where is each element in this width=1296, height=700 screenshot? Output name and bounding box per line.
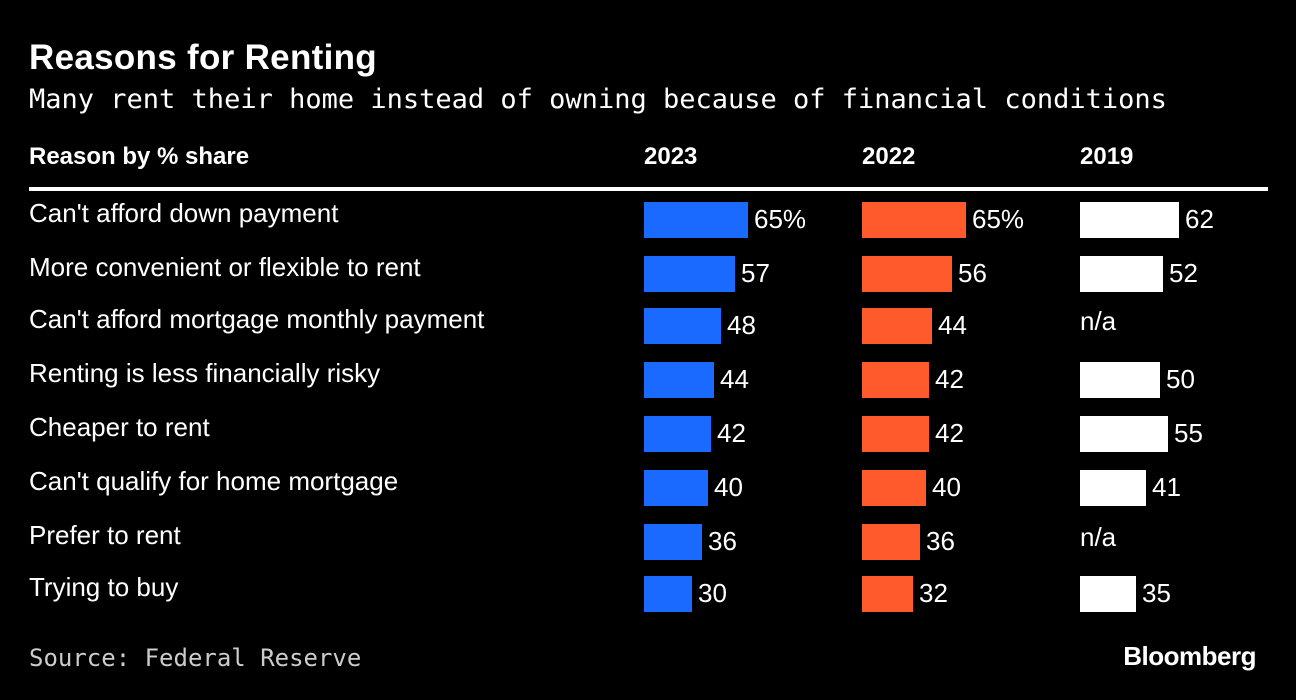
value-label-2023: 30: [698, 578, 727, 608]
bar-2019: [1080, 416, 1168, 452]
value-label-2019: 35: [1142, 578, 1171, 608]
value-label-2019: 50: [1166, 364, 1195, 394]
value-label-2022: 65%: [972, 204, 1025, 234]
bar-2023: [644, 470, 708, 506]
bar-2022: [862, 362, 929, 398]
bar-2022: [862, 256, 952, 292]
chart-title: Reasons for Renting: [29, 38, 377, 77]
bar-2019: [1080, 470, 1146, 506]
bar-2023: [644, 576, 692, 612]
bar-2019: [1080, 256, 1163, 292]
value-label-2022: 42: [935, 364, 964, 394]
bar-2023: [644, 362, 714, 398]
row-label: Cheaper to rent: [29, 412, 210, 442]
value-label-2019: n/a: [1080, 522, 1117, 552]
bar-2023: [644, 308, 721, 344]
bar-2019: [1080, 576, 1136, 612]
column-header-reason: Reason by % share: [29, 143, 250, 170]
row-label: Can't qualify for home mortgage: [29, 466, 399, 496]
column-header-2019: 2019: [1080, 143, 1134, 170]
bar-2022: [862, 308, 932, 344]
value-label-2023: 36: [708, 526, 737, 556]
row-label: Can't afford down payment: [29, 198, 339, 228]
value-label-2022: 42: [935, 418, 964, 448]
value-label-2022: 40: [932, 472, 961, 502]
row-label: Prefer to rent: [29, 520, 181, 550]
value-label-2022: 56: [958, 258, 987, 288]
value-label-2023: 57: [741, 258, 770, 288]
source-note: Source: Federal Reserve: [29, 644, 362, 672]
value-label-2019: 52: [1169, 258, 1198, 288]
row-label: More convenient or flexible to rent: [29, 252, 421, 282]
value-label-2023: 48: [727, 310, 756, 340]
value-label-2023: 65%: [754, 204, 807, 234]
bloomberg-logo: Bloomberg: [1123, 641, 1256, 671]
column-header-2023: 2023: [644, 143, 698, 170]
value-label-2019: n/a: [1080, 306, 1117, 336]
bar-2022: [862, 524, 920, 560]
bar-2023: [644, 524, 702, 560]
value-label-2019: 41: [1152, 472, 1181, 502]
bar-2023: [644, 416, 711, 452]
bar-2019: [1080, 202, 1179, 238]
column-header-2022: 2022: [862, 143, 916, 170]
row-label: Renting is less financially risky: [29, 358, 381, 388]
value-label-2019: 55: [1174, 418, 1203, 448]
bar-2023: [644, 202, 748, 238]
value-label-2023: 44: [720, 364, 749, 394]
bar-2023: [644, 256, 735, 292]
row-label: Trying to buy: [29, 572, 179, 602]
value-label-2019: 62: [1185, 204, 1214, 234]
value-label-2022: 32: [919, 578, 948, 608]
chart-subtitle: Many rent their home instead of owning b…: [29, 84, 1167, 115]
value-label-2023: 42: [717, 418, 746, 448]
value-label-2022: 36: [926, 526, 955, 556]
bar-2022: [862, 470, 926, 506]
bar-2022: [862, 576, 913, 612]
value-label-2022: 44: [938, 310, 967, 340]
row-label: Can't afford mortgage monthly payment: [29, 304, 485, 334]
bar-2022: [862, 416, 929, 452]
bar-2019: [1080, 362, 1160, 398]
value-label-2023: 40: [714, 472, 743, 502]
bar-2022: [862, 202, 966, 238]
header-rule: [29, 187, 1268, 191]
